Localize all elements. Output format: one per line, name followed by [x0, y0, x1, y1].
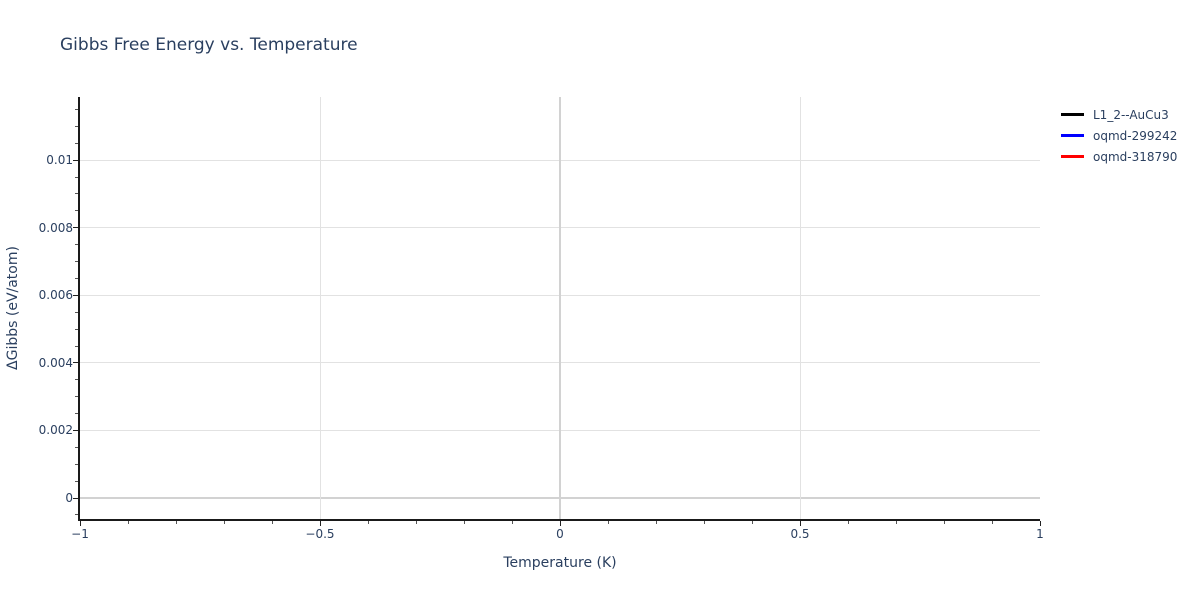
- x-axis-line: [78, 518, 1040, 521]
- y-tick-label: 0.002: [38, 423, 73, 438]
- x-minor-tick: [463, 520, 465, 524]
- x-gridline: [799, 97, 801, 520]
- x-minor-tick: [655, 520, 657, 524]
- x-tick: [799, 520, 801, 526]
- x-minor-tick: [607, 520, 609, 524]
- y-tick: [73, 362, 78, 364]
- y-minor-tick: [75, 261, 78, 263]
- y-minor-tick: [75, 311, 78, 313]
- x-tick-label: 0.5: [790, 527, 810, 541]
- legend-label: L1_2--AuCu3: [1093, 107, 1169, 122]
- x-tick: [79, 520, 81, 526]
- legend-line-swatch: [1061, 113, 1084, 116]
- y-minor-tick: [75, 193, 78, 195]
- x-minor-tick: [991, 520, 993, 524]
- x-minor-tick: [943, 520, 945, 524]
- y-minor-tick: [75, 514, 78, 516]
- y-minor-tick: [75, 345, 78, 347]
- y-axis-line: [78, 97, 80, 520]
- legend-item[interactable]: L1_2--AuCu3: [1061, 104, 1177, 125]
- chart-title: Gibbs Free Energy vs. Temperature: [60, 35, 358, 55]
- y-minor-tick: [75, 244, 78, 246]
- legend-item[interactable]: oqmd-318790: [1061, 146, 1177, 167]
- y-tick: [73, 497, 78, 499]
- y-tick: [73, 294, 78, 296]
- y-tick-label: 0.01: [46, 153, 73, 168]
- legend-item[interactable]: oqmd-299242: [1061, 125, 1177, 146]
- x-tick-label: 1: [1036, 527, 1044, 541]
- y-minor-tick: [75, 379, 78, 381]
- x-minor-tick: [175, 520, 177, 524]
- y-axis-title: ΔGibbs (eV/atom): [5, 246, 21, 370]
- x-minor-tick: [847, 520, 849, 524]
- x-tick: [559, 520, 561, 526]
- x-tick-label: −1: [71, 527, 89, 541]
- y-minor-tick: [75, 480, 78, 482]
- x-minor-tick: [271, 520, 273, 524]
- y-minor-tick: [75, 125, 78, 127]
- legend-line-swatch: [1061, 134, 1084, 137]
- x-minor-tick: [223, 520, 225, 524]
- x-gridline: [319, 97, 321, 520]
- legend: L1_2--AuCu3 oqmd-299242 oqmd-318790: [1061, 104, 1177, 167]
- y-tick-label: 0: [65, 491, 73, 506]
- y-tick-label: 0.006: [38, 288, 73, 303]
- legend-label: oqmd-299242: [1093, 128, 1178, 143]
- x-zeroline: [559, 97, 561, 520]
- x-minor-tick: [415, 520, 417, 524]
- y-minor-tick: [75, 396, 78, 398]
- y-tick: [73, 227, 78, 229]
- y-minor-tick: [75, 413, 78, 415]
- y-minor-tick: [75, 109, 78, 110]
- x-axis-title: Temperature (K): [503, 555, 617, 571]
- y-tick-label: 0.004: [38, 355, 73, 370]
- y-tick-label: 0.008: [38, 220, 73, 235]
- y-minor-tick: [75, 277, 78, 279]
- x-minor-tick: [895, 520, 897, 524]
- x-tick: [319, 520, 321, 526]
- x-minor-tick: [751, 520, 753, 524]
- y-tick: [73, 429, 78, 431]
- y-tick: [73, 159, 78, 161]
- y-minor-tick: [75, 446, 78, 448]
- x-tick: [1039, 520, 1041, 526]
- legend-label: oqmd-318790: [1093, 149, 1178, 164]
- x-minor-tick: [367, 520, 369, 524]
- y-minor-tick: [75, 142, 78, 144]
- x-minor-tick: [511, 520, 513, 524]
- x-minor-tick: [703, 520, 705, 524]
- y-minor-tick: [75, 463, 78, 465]
- x-tick-label: −0.5: [305, 527, 335, 541]
- x-minor-tick: [127, 520, 129, 524]
- x-tick-label: 0: [556, 527, 564, 541]
- legend-line-swatch: [1061, 155, 1084, 158]
- y-minor-tick: [75, 328, 78, 330]
- y-minor-tick: [75, 176, 78, 178]
- y-minor-tick: [75, 210, 78, 212]
